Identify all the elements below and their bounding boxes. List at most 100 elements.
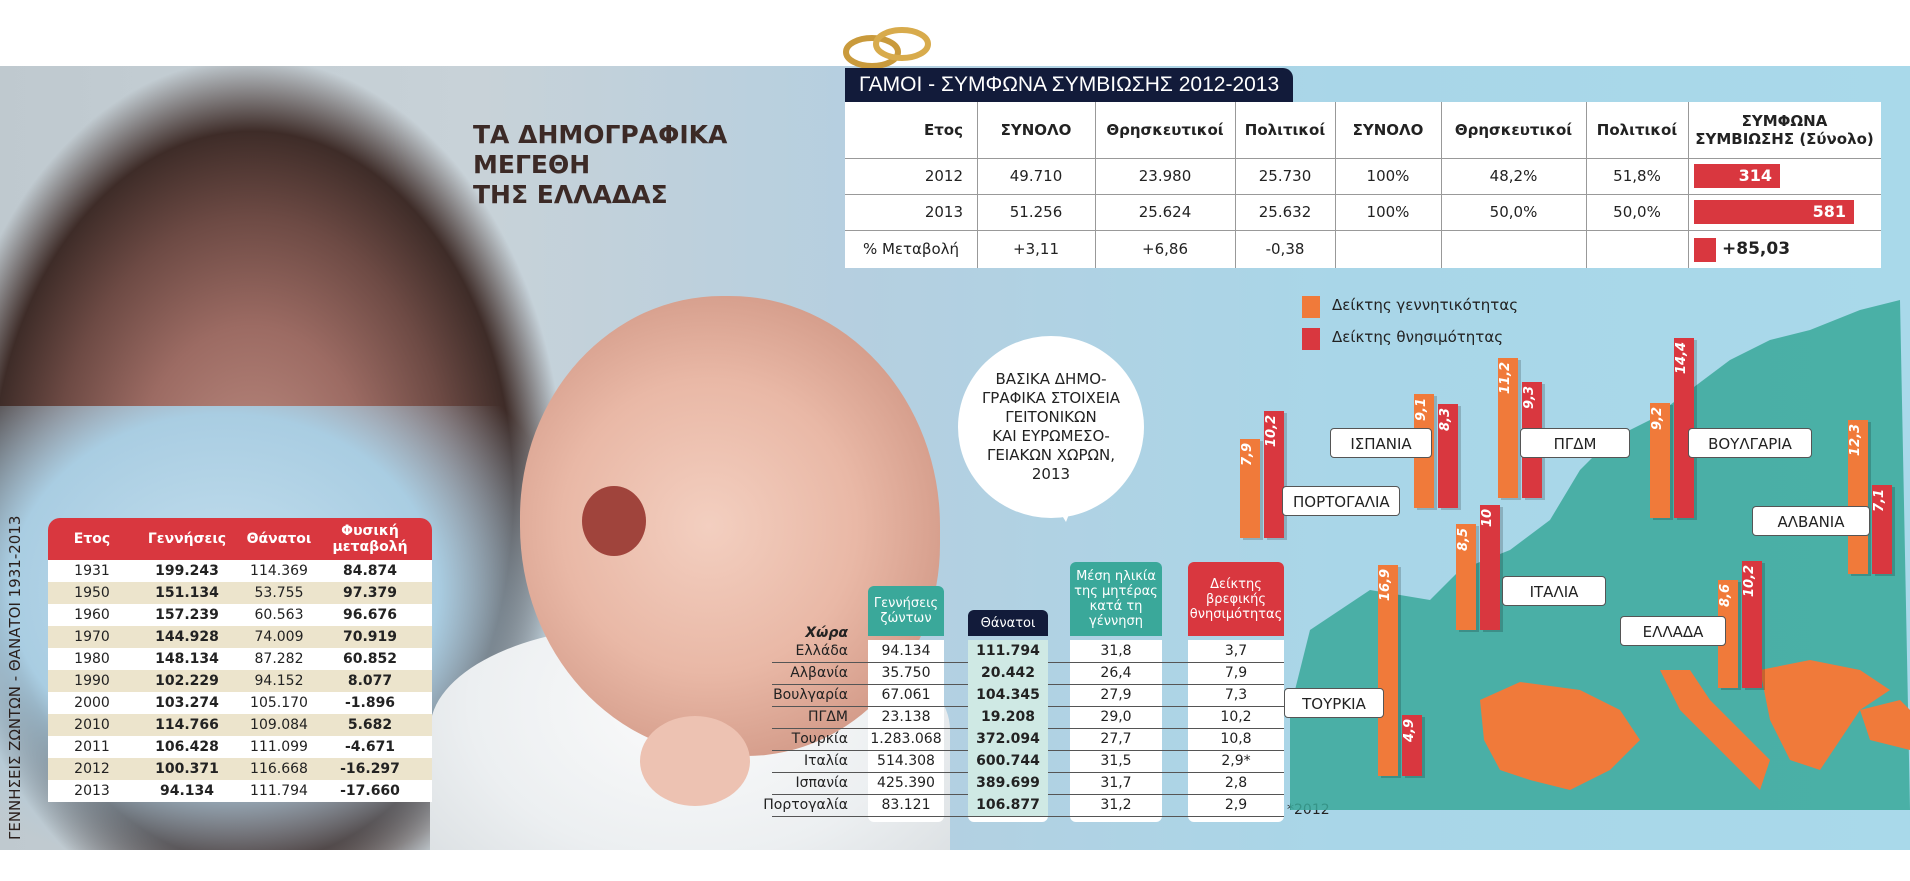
births-cell: -16.297: [340, 761, 400, 777]
map-bar-label: 10: [1480, 509, 1495, 528]
marriages-row-line: [845, 158, 1881, 159]
births-cell: 94.152: [254, 673, 304, 689]
births-table-body: 1931 199.243 114.369 84.874 1950 151.134 53.75…: [48, 560, 432, 802]
marriages-header-cell: Πολιτικοί: [1244, 121, 1326, 139]
births-cell: 114.766: [155, 717, 219, 733]
marriages-col-line: [1335, 102, 1336, 268]
country-cell: 31,7: [1100, 775, 1132, 791]
births-cell: 97.379: [342, 585, 398, 601]
country-cell: 7,9: [1224, 665, 1248, 681]
pact-header-line1: ΣΥΜΦΩΝΑ: [1741, 112, 1828, 130]
country-cell: 2,9*: [1221, 753, 1251, 769]
country-cell: 83.121: [881, 797, 931, 813]
births-cell: 111.099: [250, 739, 308, 755]
marriages-cell: 2012: [924, 167, 963, 185]
births-cell: 2010: [74, 717, 110, 733]
marriages-col-line: [977, 102, 978, 268]
marriages-row-line: [845, 194, 1881, 195]
legend-swatch: [1302, 328, 1320, 350]
births-cell: 157.239: [155, 607, 219, 623]
country-cell: 3,7: [1224, 643, 1248, 659]
births-cell: 144.928: [155, 629, 219, 645]
births-cell: 111.794: [250, 783, 308, 799]
marriages-cell: +3,11: [1013, 240, 1059, 258]
countries-row-header: Χώρα: [805, 625, 848, 641]
map-bar-label: 10,2: [1264, 415, 1279, 448]
marriages-header-cell: Ετος: [923, 121, 963, 139]
marriages-cell: -0,38: [1265, 240, 1305, 258]
births-cell: 96.676: [342, 607, 398, 623]
births-cell: 1980: [74, 651, 110, 667]
marriages-col-line: [1441, 102, 1442, 268]
map-bar-label: 9,3: [1522, 386, 1537, 410]
births-col-births: Γεννήσεις: [147, 531, 227, 547]
table-row: 2011 106.428 111.099 -4.671: [48, 736, 432, 758]
table-row: 2012 100.371 116.668 -16.297: [48, 758, 432, 780]
country-name: ΠΓΔΜ: [808, 709, 848, 725]
country-name: Αλβανία: [790, 665, 848, 681]
country-cell: 389.699: [968, 772, 1048, 794]
country-cell: 104.345: [968, 684, 1048, 706]
map-bar-label: 9,2: [1650, 407, 1665, 431]
country-cell: 425.390: [877, 775, 935, 791]
countries-column-bg: [868, 640, 944, 822]
baby-mouth: [582, 486, 646, 556]
map-bar: [1872, 485, 1892, 574]
map-bar: [1650, 403, 1670, 518]
births-cell: 114.369: [250, 563, 308, 579]
country-cell: 67.061: [881, 687, 931, 703]
marriages-header-cell: Θρησκευτικοί: [1454, 121, 1573, 139]
table-row: 1970 144.928 74.009 70.919: [48, 626, 432, 648]
map-bar: [1674, 338, 1694, 518]
marriages-cell: 25.632: [1258, 203, 1312, 221]
country-cell: 514.308: [877, 753, 935, 769]
country-cell: 31,8: [1100, 643, 1132, 659]
births-cell: 1931: [74, 563, 110, 579]
marriages-col-line: [1586, 102, 1587, 268]
births-cell: -1.896: [344, 695, 396, 711]
country-map-label: ΙΣΠΑΝΙΑ: [1330, 428, 1432, 458]
legend-label: Δείκτης θνησιμότητας: [1332, 328, 1504, 346]
births-cell: 106.428: [155, 739, 219, 755]
births-cell: 2000: [74, 695, 110, 711]
marriages-cell: 51.256: [1009, 203, 1063, 221]
legend-swatch: [1302, 296, 1320, 318]
marriages-col-line: [1095, 102, 1096, 268]
births-cell: 2011: [74, 739, 110, 755]
births-cell: 105.170: [250, 695, 308, 711]
table-row: 1960 157.239 60.563 96.676: [48, 604, 432, 626]
pact-bar: 314: [1694, 164, 1780, 188]
map-bar-label: 12,3: [1848, 424, 1863, 457]
turkey-shape: [1860, 700, 1910, 750]
country-name: Τουρκία: [791, 731, 848, 747]
countries-column-bg: [1188, 640, 1284, 822]
country-cell: 1.283.068: [870, 731, 942, 747]
births-col-change: Φυσική μεταβολή: [332, 523, 408, 555]
country-cell: 2,9: [1224, 797, 1248, 813]
births-col-year: Ετος: [73, 531, 111, 547]
legend-label: Δείκτης γεννητικότητας: [1332, 296, 1519, 314]
country-cell: 372.094: [968, 728, 1048, 750]
marriages-cell: [1335, 230, 1441, 268]
births-cell: 8.077: [347, 673, 393, 689]
europe-map: [1290, 300, 1910, 810]
table-row: 1990 102.229 94.152 8.077: [48, 670, 432, 692]
map-bar: [1264, 411, 1284, 538]
country-map-label: ΤΟΥΡΚΙΑ: [1284, 688, 1384, 718]
iberia-shape: [1480, 682, 1640, 790]
table-row: 1980 148.134 87.282 60.852: [48, 648, 432, 670]
country-cell: 31,5: [1100, 753, 1132, 769]
country-map-label: ΠΟΡΤΟΓΑΛΙΑ: [1282, 486, 1400, 516]
births-cell: 116.668: [250, 761, 308, 777]
country-name: Ισπανία: [795, 775, 848, 791]
births-cell: 102.229: [155, 673, 219, 689]
map-bar-label: 8,3: [1438, 408, 1453, 432]
map-bar: [1438, 404, 1458, 508]
births-cell: 1950: [74, 585, 110, 601]
country-map-label: ΑΛΒΑΝΙΑ: [1752, 506, 1870, 536]
speech-bubble: ΒΑΣΙΚΑ ΔΗΜΟ- ΓΡΑΦΙΚΑ ΣΤΟΙΧΕΙΑ ΓΕΙΤΟΝΙΚΩΝ…: [958, 336, 1144, 518]
country-cell: 29,0: [1100, 709, 1132, 725]
births-cell: -17.660: [340, 783, 400, 799]
countries-col-header: Γεννήσεις ζώντων: [868, 586, 944, 636]
marriages-cell: 51,8%: [1613, 167, 1661, 185]
